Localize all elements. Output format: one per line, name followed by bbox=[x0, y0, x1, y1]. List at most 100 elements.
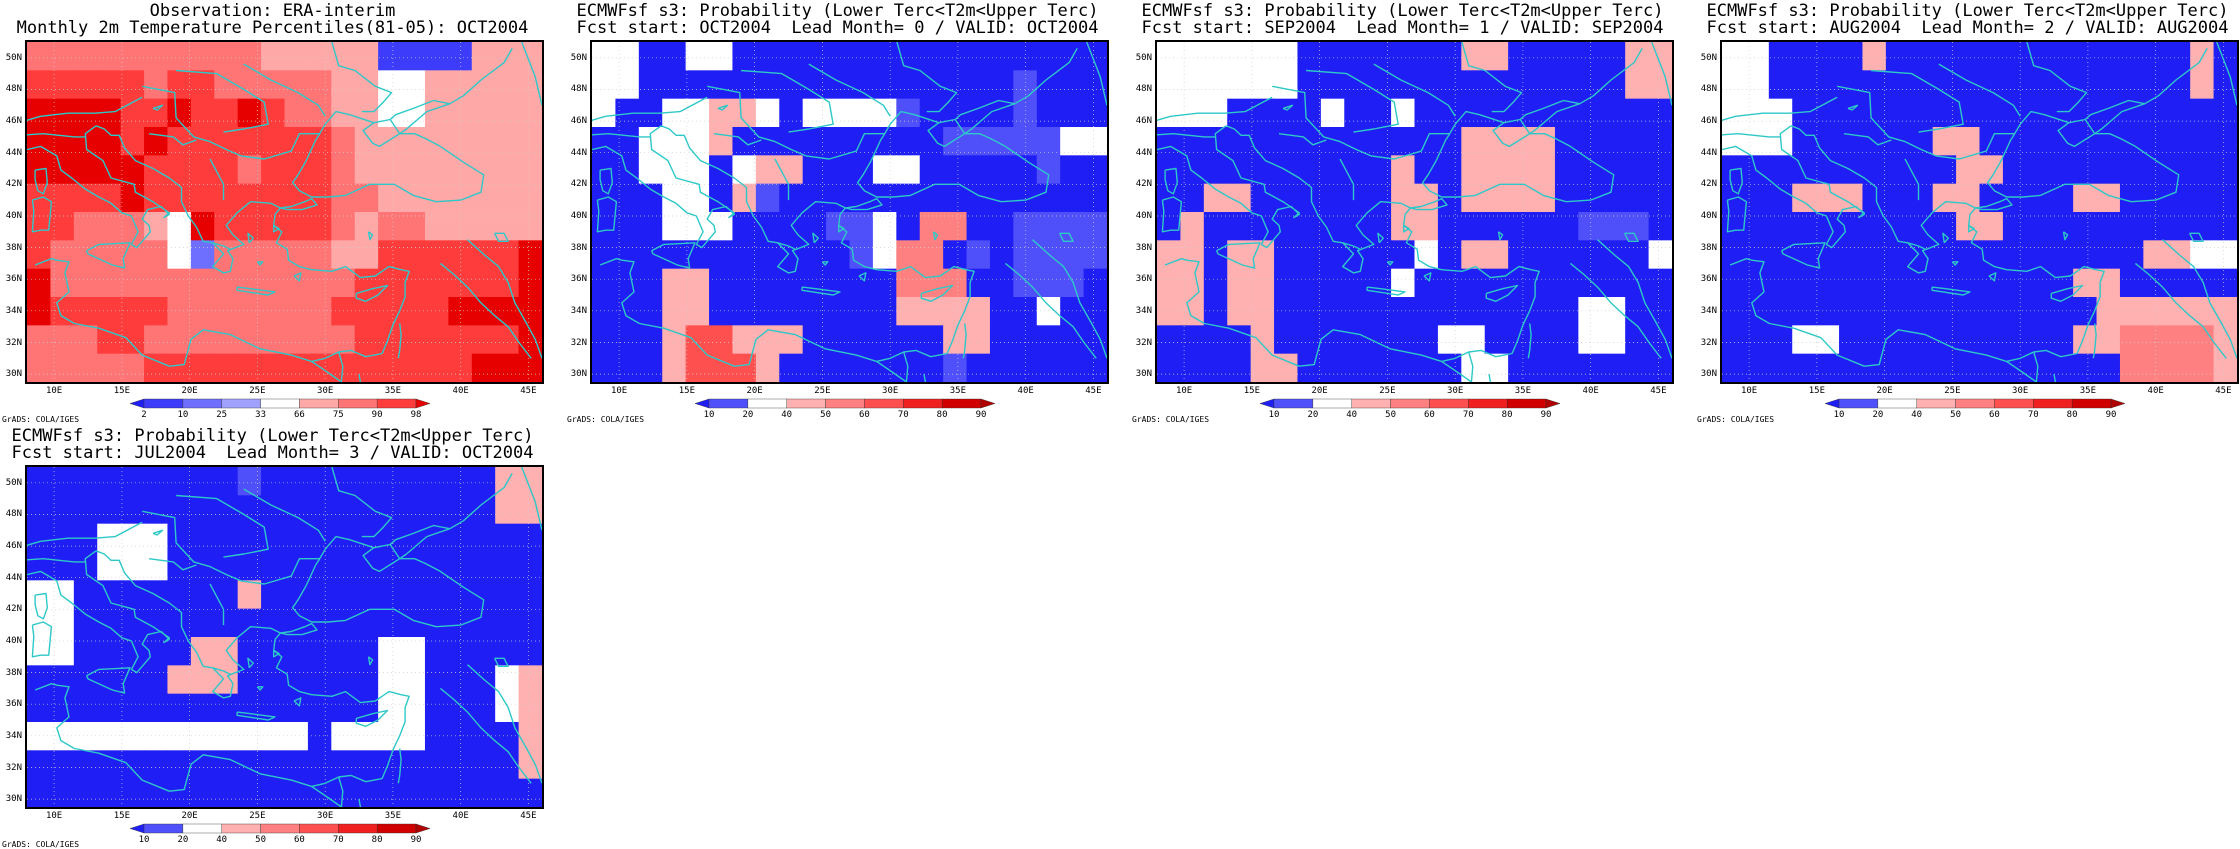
coastline bbox=[148, 133, 197, 146]
lat-label: 46N bbox=[570, 116, 587, 127]
grid-cell bbox=[1932, 183, 1957, 213]
grid-cell bbox=[1862, 268, 1887, 298]
colorbar-segment bbox=[143, 398, 184, 409]
grid-cell bbox=[1648, 155, 1672, 185]
grid-cell bbox=[1909, 42, 1934, 71]
grid-cell bbox=[1437, 240, 1462, 270]
grid-cell bbox=[755, 70, 780, 100]
grid-cell bbox=[401, 240, 426, 270]
colorbar: 10 20 40 50 60 70 80 90 bbox=[1259, 398, 1561, 423]
lat-label: 32N bbox=[1700, 337, 1717, 348]
grid-cell bbox=[1625, 325, 1650, 355]
grid-cell bbox=[284, 693, 309, 723]
colorbar-segment bbox=[376, 823, 417, 834]
grid-cell bbox=[495, 98, 520, 128]
coastline bbox=[2062, 231, 2069, 241]
grid-cell bbox=[732, 325, 757, 355]
coastline bbox=[493, 232, 509, 243]
grid-cell bbox=[1297, 240, 1322, 270]
grid-cell bbox=[1601, 98, 1626, 128]
grid-cell bbox=[2073, 240, 2098, 270]
grid-cell bbox=[27, 42, 52, 71]
coastline bbox=[176, 69, 269, 133]
coastline bbox=[373, 543, 401, 560]
grid-cell bbox=[1157, 240, 1182, 270]
grid-cell bbox=[144, 268, 169, 298]
coastline bbox=[236, 286, 276, 296]
grid-cell bbox=[989, 212, 1014, 241]
grid-cell bbox=[1484, 42, 1509, 71]
grid-cell bbox=[1203, 42, 1228, 71]
panel-title: ECMWFsf s3: Probability (Lower Terc<T2m<… bbox=[1141, 1, 1664, 21]
grid-cell bbox=[120, 127, 145, 156]
grid-cell bbox=[518, 353, 542, 382]
grid-cell bbox=[1461, 268, 1486, 298]
grid-cell bbox=[167, 42, 192, 71]
coastline bbox=[34, 592, 48, 620]
grid-cell bbox=[1625, 268, 1650, 298]
grid-cell bbox=[2119, 155, 2144, 185]
colorbar-svg bbox=[694, 398, 996, 409]
grid-cell bbox=[518, 637, 542, 666]
coastline bbox=[1904, 158, 1920, 201]
colorbar-segment bbox=[864, 398, 904, 409]
grid-cell bbox=[27, 637, 52, 666]
grid-cell bbox=[97, 722, 122, 751]
grid-cell bbox=[1367, 127, 1392, 156]
grid-cell bbox=[2002, 42, 2027, 71]
grid-cell bbox=[872, 127, 897, 156]
coastline bbox=[1579, 47, 1643, 105]
grid-cell bbox=[2096, 297, 2121, 326]
grid-cell bbox=[849, 212, 874, 241]
grid-cell bbox=[1839, 70, 1864, 100]
coastline bbox=[373, 118, 401, 135]
coastline bbox=[311, 360, 342, 382]
coastline bbox=[1086, 42, 1107, 106]
grid-cell bbox=[1508, 297, 1533, 326]
grid-cell bbox=[73, 637, 98, 666]
coastline bbox=[27, 125, 171, 249]
grid-cell bbox=[638, 42, 663, 71]
lat-label: 40N bbox=[1700, 211, 1717, 221]
grid-cell bbox=[27, 353, 52, 382]
grid-cell bbox=[120, 183, 145, 213]
grid-cell bbox=[518, 42, 542, 71]
grid-cell bbox=[50, 778, 75, 807]
grid-cell bbox=[1745, 353, 1770, 382]
grid-cell bbox=[1461, 297, 1486, 326]
grid-cell bbox=[802, 353, 827, 382]
grid-cell bbox=[1625, 70, 1650, 100]
grid-cell bbox=[1036, 127, 1061, 156]
grid-cell bbox=[1508, 268, 1533, 298]
coastline bbox=[236, 711, 276, 721]
colorbar-label: 60 bbox=[293, 835, 305, 845]
grid-cell bbox=[424, 552, 449, 581]
grid-cell bbox=[495, 268, 520, 298]
grid-cell bbox=[190, 268, 215, 298]
grid-cell bbox=[1932, 353, 1957, 382]
grid-cell bbox=[1508, 353, 1533, 382]
grid-cell bbox=[50, 353, 75, 382]
colorbar-label: 60 bbox=[1423, 410, 1435, 420]
grid-cell bbox=[73, 722, 98, 751]
coastline bbox=[2006, 360, 2037, 382]
grid-cell bbox=[1768, 155, 1793, 185]
colorbar-label: 50 bbox=[255, 835, 267, 845]
grid-cell bbox=[401, 665, 426, 695]
grid-cell bbox=[872, 98, 897, 128]
grid-cell bbox=[1862, 42, 1887, 71]
lon-label: 20E bbox=[1311, 386, 1328, 396]
lon-label: 20E bbox=[1876, 386, 1893, 396]
grid-cell bbox=[1815, 353, 1840, 382]
grid-cell bbox=[237, 722, 262, 751]
colorbar-segment bbox=[825, 398, 865, 409]
grid-cell bbox=[237, 552, 262, 581]
lat-label: 40N bbox=[1135, 211, 1152, 221]
grid-cell bbox=[2002, 70, 2027, 100]
coastline bbox=[209, 583, 225, 626]
grid-cell bbox=[779, 268, 804, 298]
grid-cell bbox=[1554, 70, 1579, 100]
grid-cell bbox=[190, 608, 215, 638]
lon-label: 10E bbox=[610, 386, 628, 396]
coastline bbox=[837, 224, 845, 233]
